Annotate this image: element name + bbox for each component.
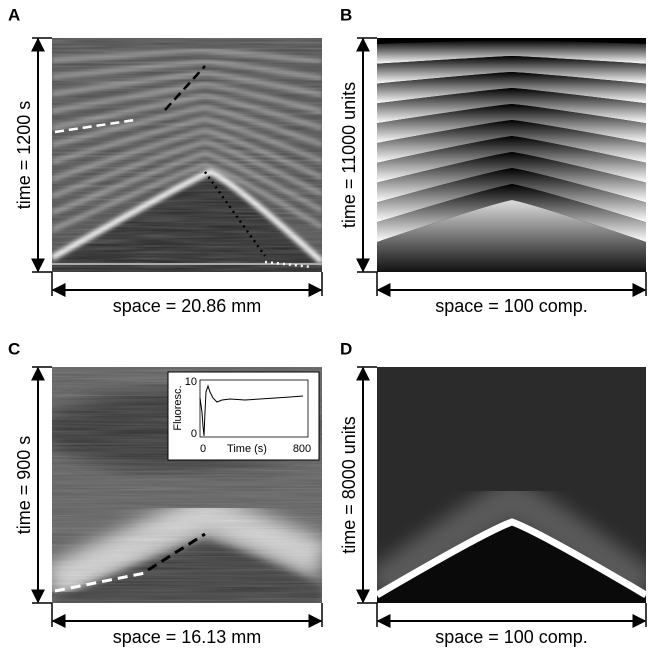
panel-label: A	[8, 5, 20, 24]
time-label: time = 900 s	[14, 436, 34, 535]
time-label: time = 8000 units	[339, 416, 359, 554]
dark-region	[377, 524, 646, 603]
space-label: space = 100 comp.	[435, 627, 588, 647]
space-label: space = 16.13 mm	[113, 627, 262, 647]
phase-band	[377, 136, 646, 183]
kymograph-image	[52, 38, 322, 272]
space-label: space = 100 comp.	[435, 296, 588, 316]
fit-line	[164, 65, 206, 111]
inset: Fluoresc.10 00 800 Time (s)	[167, 371, 320, 461]
inset-y-tick-label: 0	[191, 428, 197, 440]
inset-plot	[199, 379, 309, 438]
phase-band	[377, 152, 646, 203]
noise	[52, 38, 322, 272]
kymograph-image	[377, 367, 646, 603]
phase-band	[377, 40, 646, 64]
time-label: time = 1200 s	[14, 101, 34, 210]
kymograph-image	[377, 38, 646, 272]
inset-y-tick-label: 10	[185, 376, 197, 388]
phase-band	[377, 56, 646, 84]
inset-curve	[199, 384, 304, 437]
panel-label: B	[340, 5, 352, 24]
inset-y-label: Fluoresc.	[172, 385, 184, 430]
wave-front	[377, 518, 646, 599]
fit-line	[147, 532, 206, 572]
panel-label: C	[8, 339, 20, 358]
phase-band	[377, 168, 646, 223]
inset-x-tick-label: 0	[200, 443, 206, 455]
inset-x-label: Time (s)	[227, 443, 267, 455]
glow	[377, 478, 646, 603]
fit-line	[264, 260, 313, 269]
space-label: space = 20.86 mm	[113, 296, 262, 316]
inset-x-tick-label: 800	[293, 443, 311, 455]
phase-band	[377, 104, 646, 143]
phase-band	[377, 200, 646, 272]
phase-band	[377, 88, 646, 124]
panel-label: D	[340, 339, 352, 358]
inset-bg	[167, 371, 320, 461]
time-label: time = 11000 units	[339, 82, 359, 228]
phase-band	[377, 184, 646, 242]
phase-band	[377, 72, 646, 104]
phase-band	[377, 120, 646, 163]
